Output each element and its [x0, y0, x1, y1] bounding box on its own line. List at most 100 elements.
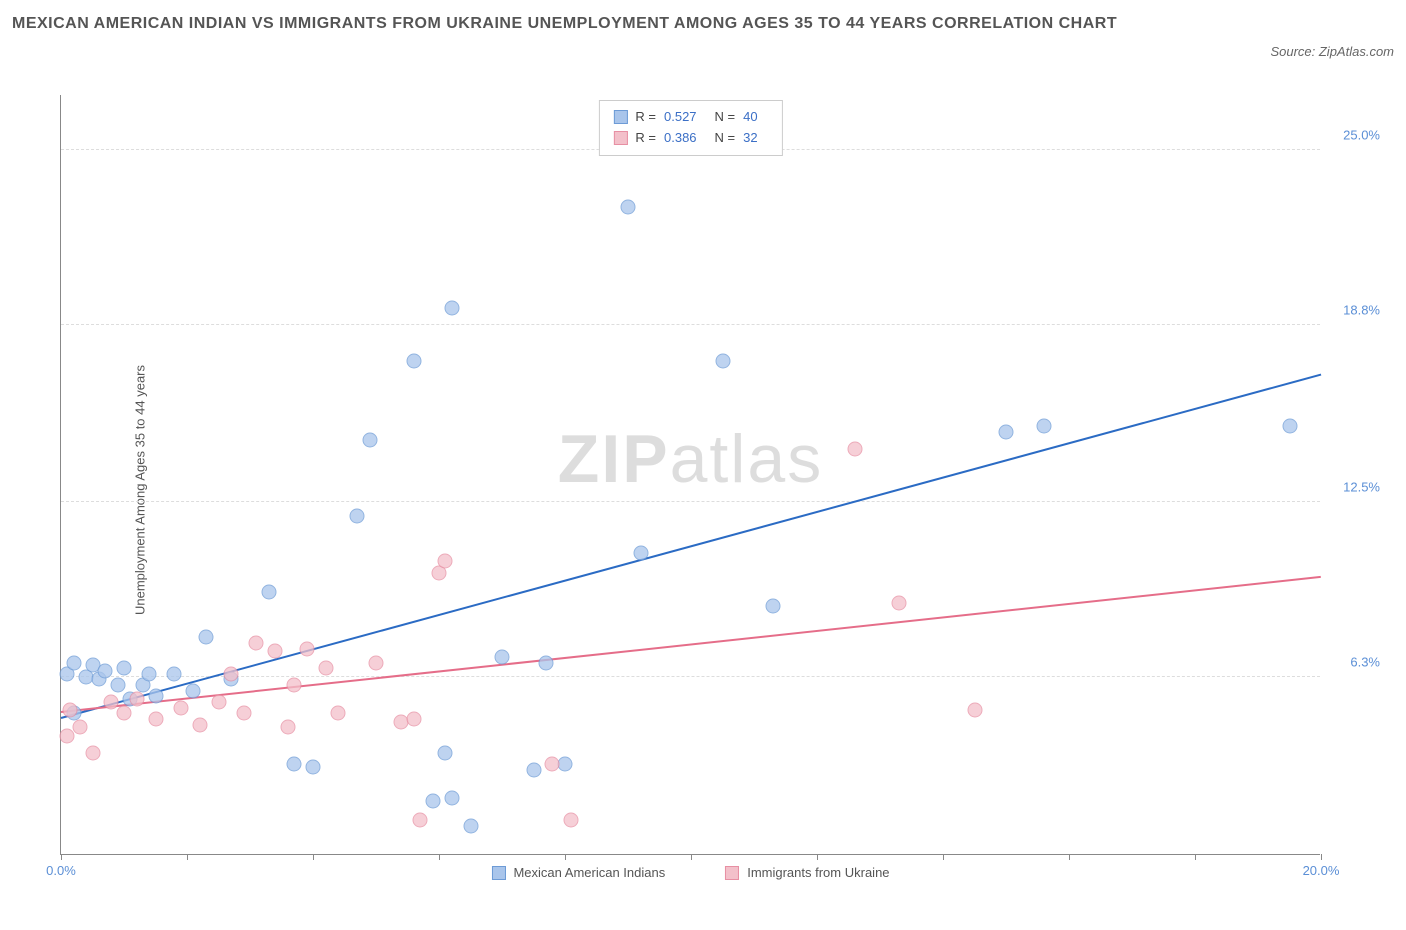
scatter-point	[495, 649, 510, 664]
scatter-point	[306, 759, 321, 774]
scatter-point	[236, 706, 251, 721]
scatter-point	[539, 655, 554, 670]
y-tick-label: 12.5%	[1343, 480, 1380, 495]
scatter-point	[173, 700, 188, 715]
scatter-point	[362, 433, 377, 448]
y-tick-label: 6.3%	[1350, 654, 1380, 669]
scatter-point	[280, 720, 295, 735]
scatter-point	[413, 813, 428, 828]
n-value-1: 40	[743, 107, 757, 128]
scatter-point	[999, 424, 1014, 439]
x-tick	[565, 854, 566, 860]
scatter-point	[98, 664, 113, 679]
scatter-point	[406, 354, 421, 369]
scatter-point	[211, 695, 226, 710]
scatter-point	[72, 720, 87, 735]
scatter-point	[66, 655, 81, 670]
scatter-point	[148, 689, 163, 704]
scatter-point	[129, 692, 144, 707]
chart-header: MEXICAN AMERICAN INDIAN VS IMMIGRANTS FR…	[12, 12, 1394, 36]
y-tick-label: 25.0%	[1343, 128, 1380, 143]
scatter-point	[438, 745, 453, 760]
scatter-point	[621, 199, 636, 214]
x-tick	[1069, 854, 1070, 860]
n-label-1: N =	[715, 107, 736, 128]
plot-area: ZIPatlas R = 0.527 N = 40 R = 0.386 N = …	[60, 95, 1320, 855]
scatter-point	[110, 678, 125, 693]
chart-container: Unemployment Among Ages 35 to 44 years Z…	[50, 95, 1390, 885]
x-tick-label-max: 20.0%	[1303, 863, 1340, 878]
n-label-2: N =	[715, 128, 736, 149]
swatch-series2	[613, 131, 627, 145]
chart-title: MEXICAN AMERICAN INDIAN VS IMMIGRANTS FR…	[12, 12, 1132, 36]
legend-label-series2: Immigrants from Ukraine	[747, 865, 889, 880]
scatter-point	[1036, 419, 1051, 434]
scatter-point	[406, 711, 421, 726]
scatter-point	[85, 745, 100, 760]
x-tick	[187, 854, 188, 860]
scatter-point	[444, 790, 459, 805]
scatter-point	[463, 818, 478, 833]
scatter-point	[318, 661, 333, 676]
scatter-point	[104, 695, 119, 710]
x-tick	[817, 854, 818, 860]
legend-label-series1: Mexican American Indians	[513, 865, 665, 880]
x-tick	[1195, 854, 1196, 860]
x-tick	[943, 854, 944, 860]
x-tick	[1321, 854, 1322, 860]
scatter-point	[331, 706, 346, 721]
scatter-point	[564, 813, 579, 828]
scatter-point	[117, 706, 132, 721]
grid-line	[61, 501, 1320, 502]
scatter-point	[117, 661, 132, 676]
grid-line	[61, 324, 1320, 325]
scatter-point	[425, 793, 440, 808]
r-value-2: 0.386	[664, 128, 697, 149]
legend-swatch-series1	[491, 866, 505, 880]
scatter-point	[891, 596, 906, 611]
scatter-point	[186, 683, 201, 698]
r-label-1: R =	[635, 107, 656, 128]
scatter-point	[369, 655, 384, 670]
x-tick	[439, 854, 440, 860]
scatter-point	[167, 666, 182, 681]
grid-line	[61, 676, 1320, 677]
swatch-series1	[613, 110, 627, 124]
watermark: ZIPatlas	[558, 420, 823, 498]
y-tick-label: 18.8%	[1343, 302, 1380, 317]
watermark-bold: ZIP	[558, 421, 670, 497]
scatter-point	[438, 554, 453, 569]
legend-bottom: Mexican American Indians Immigrants from…	[491, 865, 889, 880]
scatter-point	[287, 756, 302, 771]
scatter-point	[299, 641, 314, 656]
scatter-point	[715, 354, 730, 369]
stats-legend-box: R = 0.527 N = 40 R = 0.386 N = 32	[598, 100, 782, 156]
x-tick	[61, 854, 62, 860]
legend-item-series1: Mexican American Indians	[491, 865, 665, 880]
scatter-point	[287, 678, 302, 693]
stats-row-series2: R = 0.386 N = 32	[613, 128, 767, 149]
scatter-point	[249, 635, 264, 650]
scatter-point	[224, 666, 239, 681]
stats-row-series1: R = 0.527 N = 40	[613, 107, 767, 128]
scatter-point	[261, 585, 276, 600]
scatter-point	[633, 545, 648, 560]
legend-item-series2: Immigrants from Ukraine	[725, 865, 889, 880]
x-tick	[313, 854, 314, 860]
scatter-point	[268, 644, 283, 659]
x-tick	[691, 854, 692, 860]
legend-swatch-series2	[725, 866, 739, 880]
scatter-point	[148, 711, 163, 726]
scatter-point	[63, 703, 78, 718]
scatter-point	[545, 756, 560, 771]
scatter-point	[198, 630, 213, 645]
scatter-point	[350, 509, 365, 524]
r-value-1: 0.527	[664, 107, 697, 128]
n-value-2: 32	[743, 128, 757, 149]
source-attribution: Source: ZipAtlas.com	[1270, 44, 1394, 59]
scatter-point	[142, 666, 157, 681]
scatter-point	[444, 300, 459, 315]
trend-line	[61, 374, 1322, 719]
scatter-point	[967, 703, 982, 718]
scatter-point	[847, 441, 862, 456]
